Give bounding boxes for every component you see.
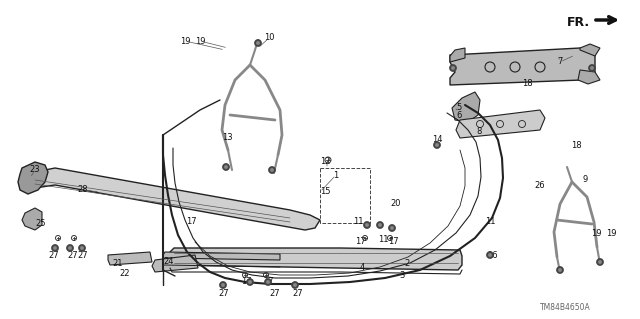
Text: 5: 5 <box>456 102 461 112</box>
Circle shape <box>255 40 262 47</box>
Text: 1: 1 <box>333 170 339 180</box>
Polygon shape <box>18 162 48 194</box>
Text: 4: 4 <box>360 263 365 272</box>
Circle shape <box>433 142 440 149</box>
Circle shape <box>558 268 562 272</box>
Text: 28: 28 <box>77 186 88 195</box>
Text: 18: 18 <box>522 79 532 88</box>
Polygon shape <box>450 48 465 62</box>
Circle shape <box>388 225 396 232</box>
Circle shape <box>220 281 227 288</box>
Circle shape <box>264 278 271 286</box>
Circle shape <box>269 167 275 174</box>
Circle shape <box>376 221 383 228</box>
Circle shape <box>488 253 492 257</box>
Text: 20: 20 <box>391 199 401 209</box>
Circle shape <box>449 64 456 71</box>
Circle shape <box>256 41 260 45</box>
Text: 17: 17 <box>388 236 398 246</box>
Polygon shape <box>456 110 545 138</box>
Text: TM84B4650A: TM84B4650A <box>540 303 591 313</box>
Text: 19: 19 <box>195 36 205 46</box>
Text: 11: 11 <box>378 235 388 244</box>
Text: 27: 27 <box>49 250 60 259</box>
Circle shape <box>221 283 225 287</box>
Polygon shape <box>580 44 600 56</box>
Polygon shape <box>450 48 595 85</box>
Text: 11: 11 <box>484 218 495 226</box>
Text: 18: 18 <box>571 140 581 150</box>
Text: 23: 23 <box>29 166 40 174</box>
Text: 27: 27 <box>68 250 78 259</box>
Text: 9: 9 <box>582 175 588 184</box>
Circle shape <box>68 246 72 250</box>
Text: 13: 13 <box>221 133 232 143</box>
Text: 24: 24 <box>164 257 174 266</box>
Text: 11: 11 <box>353 218 364 226</box>
Circle shape <box>390 226 394 230</box>
Text: 14: 14 <box>432 136 442 145</box>
Polygon shape <box>108 252 152 265</box>
Text: 17: 17 <box>262 278 273 286</box>
Text: FR.: FR. <box>567 16 590 28</box>
Circle shape <box>51 244 58 251</box>
Circle shape <box>223 164 230 170</box>
Circle shape <box>79 244 86 251</box>
Circle shape <box>378 223 381 227</box>
Circle shape <box>53 246 57 250</box>
Polygon shape <box>22 208 42 230</box>
Polygon shape <box>578 70 600 84</box>
Polygon shape <box>152 255 198 272</box>
Text: 26: 26 <box>534 182 545 190</box>
Bar <box>320 168 370 223</box>
Polygon shape <box>170 248 462 270</box>
Circle shape <box>590 66 594 70</box>
Text: 22: 22 <box>120 269 131 278</box>
Text: 12: 12 <box>320 157 330 166</box>
Text: 16: 16 <box>486 250 497 259</box>
Text: 10: 10 <box>264 33 275 42</box>
Text: 27: 27 <box>77 250 88 259</box>
Circle shape <box>486 251 493 258</box>
Circle shape <box>451 66 455 70</box>
Circle shape <box>270 168 274 172</box>
Text: 27: 27 <box>269 288 280 298</box>
Text: 8: 8 <box>476 127 482 136</box>
Text: 17: 17 <box>186 218 196 226</box>
Circle shape <box>224 165 228 169</box>
Circle shape <box>365 223 369 227</box>
Circle shape <box>266 280 269 284</box>
Polygon shape <box>28 168 320 230</box>
Text: 21: 21 <box>113 259 124 269</box>
Text: 3: 3 <box>399 271 404 279</box>
Circle shape <box>435 143 439 147</box>
Polygon shape <box>452 92 480 122</box>
Text: 15: 15 <box>320 187 330 196</box>
Text: 25: 25 <box>36 219 46 227</box>
Text: 19: 19 <box>180 36 190 46</box>
Circle shape <box>293 283 297 287</box>
Circle shape <box>246 278 253 286</box>
Circle shape <box>291 281 298 288</box>
Circle shape <box>364 221 371 228</box>
Text: 17: 17 <box>241 278 252 286</box>
Polygon shape <box>163 252 280 260</box>
FancyArrowPatch shape <box>596 17 615 23</box>
Text: 19: 19 <box>591 228 601 238</box>
Circle shape <box>598 260 602 264</box>
Text: 7: 7 <box>557 57 563 66</box>
Circle shape <box>596 258 604 265</box>
Circle shape <box>589 64 595 71</box>
Text: 19: 19 <box>605 228 616 238</box>
Text: 27: 27 <box>219 288 229 298</box>
Text: 17: 17 <box>355 236 365 246</box>
Text: 6: 6 <box>456 112 461 121</box>
Text: 2: 2 <box>404 258 410 268</box>
Circle shape <box>80 246 84 250</box>
Text: 27: 27 <box>292 288 303 298</box>
Circle shape <box>557 266 563 273</box>
Circle shape <box>248 280 252 284</box>
Circle shape <box>67 244 74 251</box>
